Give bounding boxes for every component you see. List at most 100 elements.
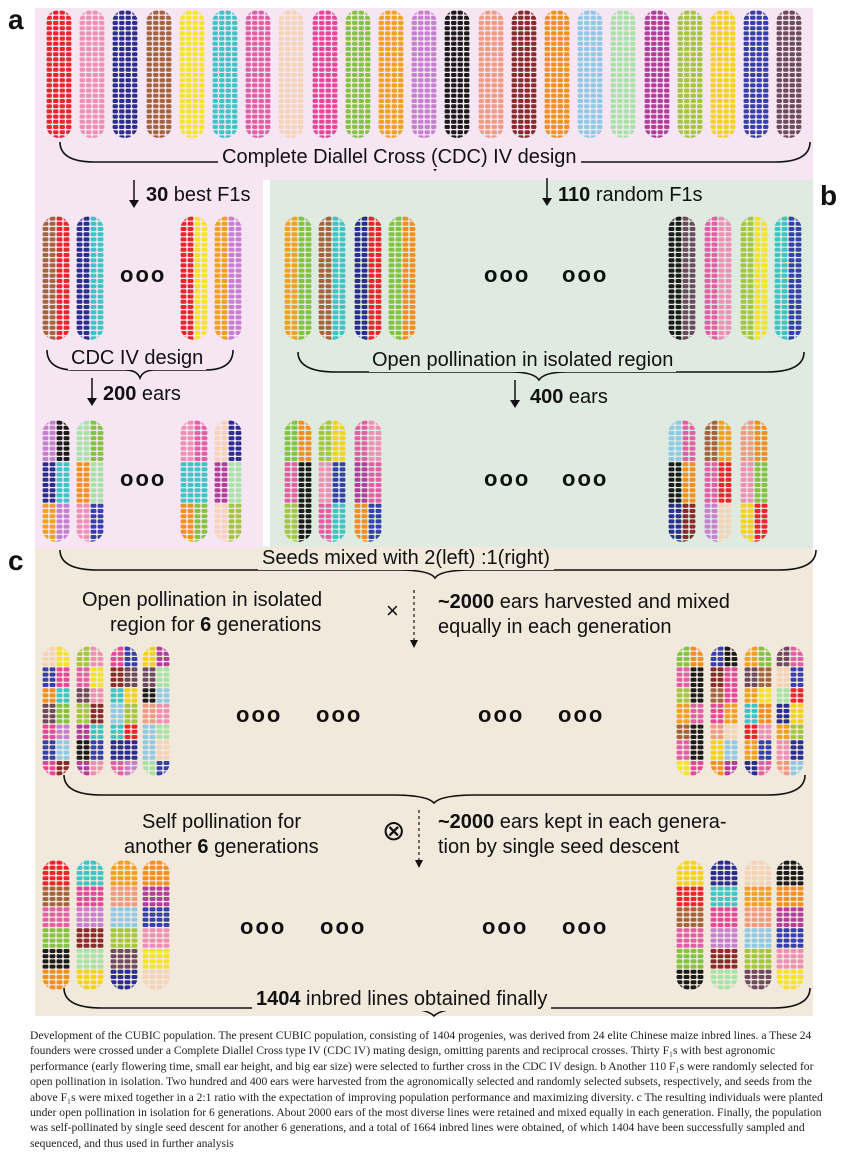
harvest-text-line2: equally in each generation — [438, 616, 672, 638]
ear-400 — [704, 420, 732, 542]
ellipsis-open-1: ooo — [236, 702, 283, 727]
random-f1s-label: 110 random F1s — [558, 184, 703, 206]
ellipsis-open-4: ooo — [558, 702, 605, 727]
ear-open-generation — [42, 646, 70, 776]
ears-200-label: 200 ears — [103, 383, 181, 405]
ear-400 — [284, 420, 312, 542]
ellipsis-self-2: ooo — [320, 914, 367, 939]
ear-400 — [318, 420, 346, 542]
ellipsis-open-2: ooo — [316, 702, 363, 727]
ear-open-generation — [710, 646, 738, 776]
ear-inbred-line — [42, 860, 70, 990]
founder-ear — [511, 10, 537, 138]
ellipsis-f1-right-1: ooo — [484, 262, 531, 287]
ears-400-label: 400 ears — [530, 386, 608, 408]
founder-ear — [179, 10, 205, 138]
ear-400 — [740, 420, 768, 542]
open-pollination-label: Open pollination in isolated region — [369, 349, 677, 372]
founder-ears-row — [40, 10, 810, 140]
brace-cdc-iv — [46, 349, 234, 381]
ear-open-generation — [76, 646, 104, 776]
cdc-iv-title: Complete Diallel Cross (CDC) IV design — [218, 146, 581, 169]
founder-ear — [577, 10, 603, 138]
brace-open-generations — [63, 774, 806, 805]
ear-open-generation — [110, 646, 138, 776]
arrow-random — [542, 178, 552, 206]
founder-ear — [112, 10, 138, 138]
brace-final — [63, 987, 811, 1018]
harvest-text-line1: ~2000 ears harvested and mixed — [438, 591, 730, 613]
founder-ear — [743, 10, 769, 138]
panel-label-b: b — [820, 180, 838, 211]
arrow-200 — [87, 378, 97, 406]
brace-open-pollination — [297, 351, 805, 382]
ear-inbred-line — [710, 860, 738, 990]
founder-ear — [776, 10, 802, 138]
ear-inbred-line — [142, 860, 170, 990]
f1-ear — [668, 216, 696, 340]
ellipsis-ears-right-2: ooo — [562, 466, 609, 491]
self-poll-text-line2: another 6 generations — [124, 836, 319, 858]
f1-ear — [704, 216, 732, 340]
founder-ear — [444, 10, 470, 138]
ear-200 — [76, 420, 104, 542]
founder-ear — [677, 10, 703, 138]
ear-200 — [42, 420, 70, 542]
founder-ear — [411, 10, 437, 138]
ear-inbred-line — [676, 860, 704, 990]
ellipsis-ears-left: ooo — [120, 466, 167, 491]
dashed-arrow-self — [415, 810, 423, 868]
founder-ear — [478, 10, 503, 138]
ear-open-generation — [744, 646, 772, 776]
ellipsis-ears-right-1: ooo — [484, 466, 531, 491]
founder-ear — [146, 10, 171, 138]
ear-inbred-line — [744, 860, 772, 990]
brace-founders — [59, 141, 811, 172]
f1-ear — [42, 216, 70, 340]
ear-open-generation — [676, 646, 704, 776]
brace-seeds-mixed — [59, 549, 817, 580]
ear-200 — [214, 420, 242, 542]
open-poll-text-line2: region for 6 generations — [110, 614, 322, 636]
ellipsis-f1-left: ooo — [120, 262, 167, 287]
arrow-best — [129, 180, 139, 208]
f1-ear — [180, 216, 208, 340]
ear-inbred-line — [110, 860, 138, 990]
panel-label-c: c — [8, 545, 24, 576]
ellipsis-open-3: ooo — [478, 702, 525, 727]
ear-400 — [668, 420, 696, 542]
f1-ear — [774, 216, 802, 340]
ear-inbred-line — [76, 860, 104, 990]
f1-ear — [284, 216, 312, 340]
ellipsis-self-1: ooo — [240, 914, 287, 939]
founder-ear — [312, 10, 337, 138]
ear-open-generation — [776, 646, 804, 776]
founder-ear — [378, 10, 404, 138]
seeds-mixed-label: Seeds mixed with 2(left) :1(right) — [258, 547, 554, 570]
founder-ear — [544, 10, 570, 138]
cdc-iv-design-label: CDC IV design — [68, 347, 207, 370]
founder-ear — [644, 10, 669, 138]
ellipsis-f1-right-2: ooo — [562, 262, 609, 287]
ellipsis-self-4: ooo — [562, 914, 609, 939]
figure-caption: Development of the CUBIC population. The… — [30, 1029, 823, 1150]
open-poll-text-line1: Open pollination in isolated — [82, 589, 323, 611]
final-inbred-lines-label: 1404 inbred lines obtained finally — [252, 988, 552, 1011]
founder-ear — [245, 10, 271, 138]
f1-ear — [76, 216, 104, 340]
ear-400 — [354, 420, 382, 542]
f1-ear — [740, 216, 768, 340]
f1-ear — [318, 216, 346, 340]
founder-ear — [79, 10, 105, 138]
ellipsis-self-3: ooo — [482, 914, 529, 939]
panel-c-background — [35, 548, 813, 1016]
kept-text-line1: ~2000 ears kept in each genera- — [438, 811, 727, 833]
self-poll-text-line1: Self pollination for — [142, 811, 301, 833]
founder-ear — [46, 10, 72, 138]
self-symbol: ⊗ — [382, 815, 406, 846]
f1-ear — [354, 216, 382, 340]
founder-ear — [710, 10, 736, 138]
kept-text-line2: tion by single seed descent — [438, 836, 680, 858]
best-f1s-label: 30 best F1s — [146, 184, 251, 206]
f1-ear — [214, 216, 242, 340]
